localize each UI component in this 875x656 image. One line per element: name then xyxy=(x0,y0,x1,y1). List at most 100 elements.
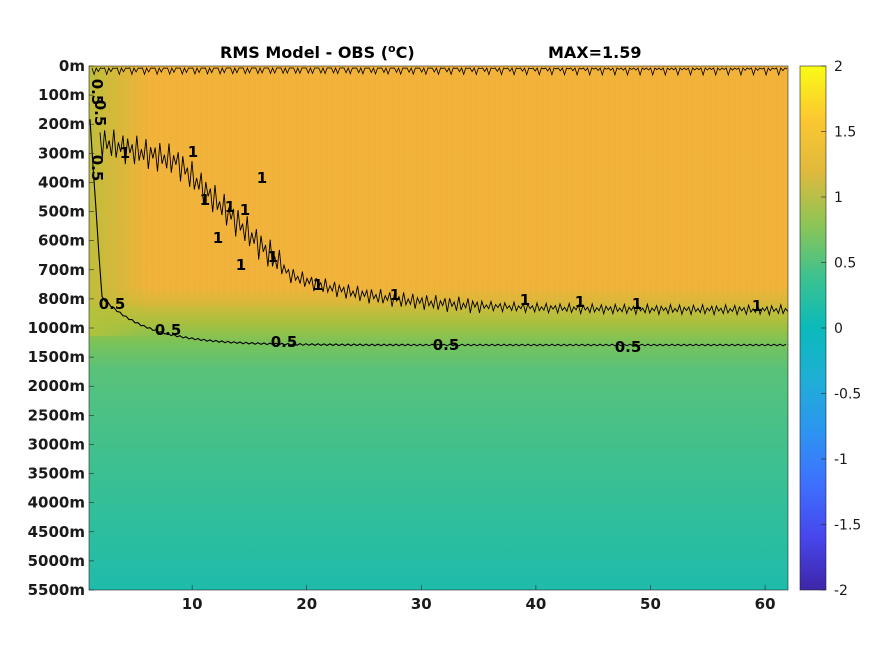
heatmap-stripe xyxy=(583,66,586,306)
heatmap-stripe xyxy=(619,66,622,306)
heatmap-stripe xyxy=(547,66,550,306)
heatmap-stripe xyxy=(505,66,508,306)
heatmap-stripe xyxy=(475,66,478,306)
heatmap-stripe xyxy=(685,66,688,306)
y-tick-label: 600m xyxy=(38,232,85,250)
heatmap-stripe xyxy=(769,66,772,306)
heatmap-stripe xyxy=(259,66,262,306)
heatmap-stripe xyxy=(211,66,214,306)
heatmap-stripe xyxy=(679,66,682,306)
heatmap-stripe xyxy=(625,66,628,306)
heatmap-stripe xyxy=(91,66,94,306)
heatmap-stripe xyxy=(313,66,316,306)
heatmap-stripe xyxy=(349,66,352,306)
colorbar-tick-label: 1.5 xyxy=(834,125,856,141)
heatmap-stripe xyxy=(661,66,664,306)
heatmap-stripe xyxy=(325,66,328,306)
x-axis: 10 20 30 40 50 60 xyxy=(182,585,776,613)
contour-label-0-5: 0.5 xyxy=(88,155,106,182)
heatmap-stripe xyxy=(223,66,226,306)
heatmap-stripe xyxy=(565,66,568,306)
heatmap-stripe xyxy=(487,66,490,306)
y-axis: 0m 100m 200m 300m 400m 500m 600m 700m 800m 1000m 1… xyxy=(28,57,94,599)
heatmap-stripe xyxy=(553,66,556,306)
contour-label-1: 1 xyxy=(236,256,246,274)
heatmap-stripe xyxy=(787,66,788,306)
heatmap-stripe xyxy=(145,66,148,306)
y-tick-label: 2500m xyxy=(28,406,85,424)
x-tick-label: 30 xyxy=(411,595,432,613)
contour-label-1: 1 xyxy=(225,198,235,216)
contour-label-1: 1 xyxy=(257,169,267,187)
heatmap-stripe xyxy=(253,66,256,306)
heatmap-stripe xyxy=(421,66,424,306)
heatmap-stripe xyxy=(103,66,106,306)
heatmap-stripe xyxy=(169,66,172,306)
heatmap-stripe xyxy=(379,66,382,306)
heatmap-stripe xyxy=(199,66,202,306)
contour-label-1: 1 xyxy=(520,291,530,309)
heatmap-stripe xyxy=(523,66,526,306)
heatmap-stripe xyxy=(241,66,244,306)
heatmap-stripe xyxy=(385,66,388,306)
heatmap-stripe xyxy=(541,66,544,306)
heatmap-stripe xyxy=(433,66,436,306)
chart-title: RMS Model - OBS (oC) xyxy=(220,42,415,62)
y-tick-label: 5500m xyxy=(28,581,85,599)
colorbar-tick-label: -2 xyxy=(834,583,848,599)
y-tick-label: 4000m xyxy=(28,494,85,512)
heatmap-stripe xyxy=(709,66,712,306)
heatmap-stripe xyxy=(751,66,754,306)
contour-label-0-5: 0.5 xyxy=(99,295,126,313)
heatmap-stripe xyxy=(115,66,118,306)
heatmap-stripe xyxy=(175,66,178,306)
contour-label-1: 1 xyxy=(240,201,250,219)
heatmap-stripe xyxy=(217,66,220,306)
y-tick-label: 400m xyxy=(38,173,85,191)
heatmap-stripe xyxy=(529,66,532,306)
heatmap-stripe xyxy=(265,66,268,306)
heatmap-stripe xyxy=(535,66,538,306)
heatmap-stripe xyxy=(181,66,184,306)
y-tick-label: 4500m xyxy=(28,523,85,541)
contour-label-1: 1 xyxy=(313,276,323,294)
heatmap-stripe xyxy=(607,66,610,306)
x-tick-label: 40 xyxy=(525,595,546,613)
heatmap-stripe xyxy=(655,66,658,306)
heatmap-stripe xyxy=(409,66,412,306)
contour-label-0-5: 0.5 xyxy=(155,321,182,339)
contour-label-1: 1 xyxy=(200,191,210,209)
heatmap-stripe xyxy=(703,66,706,306)
heatmap-stripe xyxy=(235,66,238,306)
heatmap-stripe xyxy=(775,66,778,306)
heatmap-stripe xyxy=(229,66,232,306)
heatmap-stripe xyxy=(493,66,496,306)
heatmap-stripe xyxy=(643,66,646,306)
heatmap-stripe xyxy=(757,66,760,306)
contour-label-0-5: 0.5 xyxy=(88,79,106,106)
heatmap-stripe xyxy=(649,66,652,306)
heatmap-left-shading xyxy=(89,66,149,336)
colorbar-tick-label: -1.5 xyxy=(834,518,861,534)
heatmap-stripes xyxy=(91,66,788,306)
heatmap-stripe xyxy=(691,66,694,306)
y-tick-label: 800m xyxy=(38,290,85,308)
heatmap-stripe xyxy=(481,66,484,306)
heatmap-stripe xyxy=(127,66,130,306)
heatmap-stripe xyxy=(601,66,604,306)
heatmap-stripe xyxy=(157,66,160,306)
heatmap-stripe xyxy=(673,66,676,306)
colorbar-tick-label: 0 xyxy=(834,321,843,337)
contour-label-1: 1 xyxy=(213,229,223,247)
contour-label-0-5: 0.5 xyxy=(91,100,109,127)
contour-label-1: 1 xyxy=(752,297,762,315)
heatmap-stripe xyxy=(613,66,616,306)
heatmap-stripe xyxy=(97,66,100,306)
heatmap-stripe xyxy=(637,66,640,306)
heatmap-stripe xyxy=(301,66,304,306)
heatmap-stripe xyxy=(499,66,502,306)
contour-label-1: 1 xyxy=(390,286,400,304)
heatmap-stripe xyxy=(397,66,400,306)
